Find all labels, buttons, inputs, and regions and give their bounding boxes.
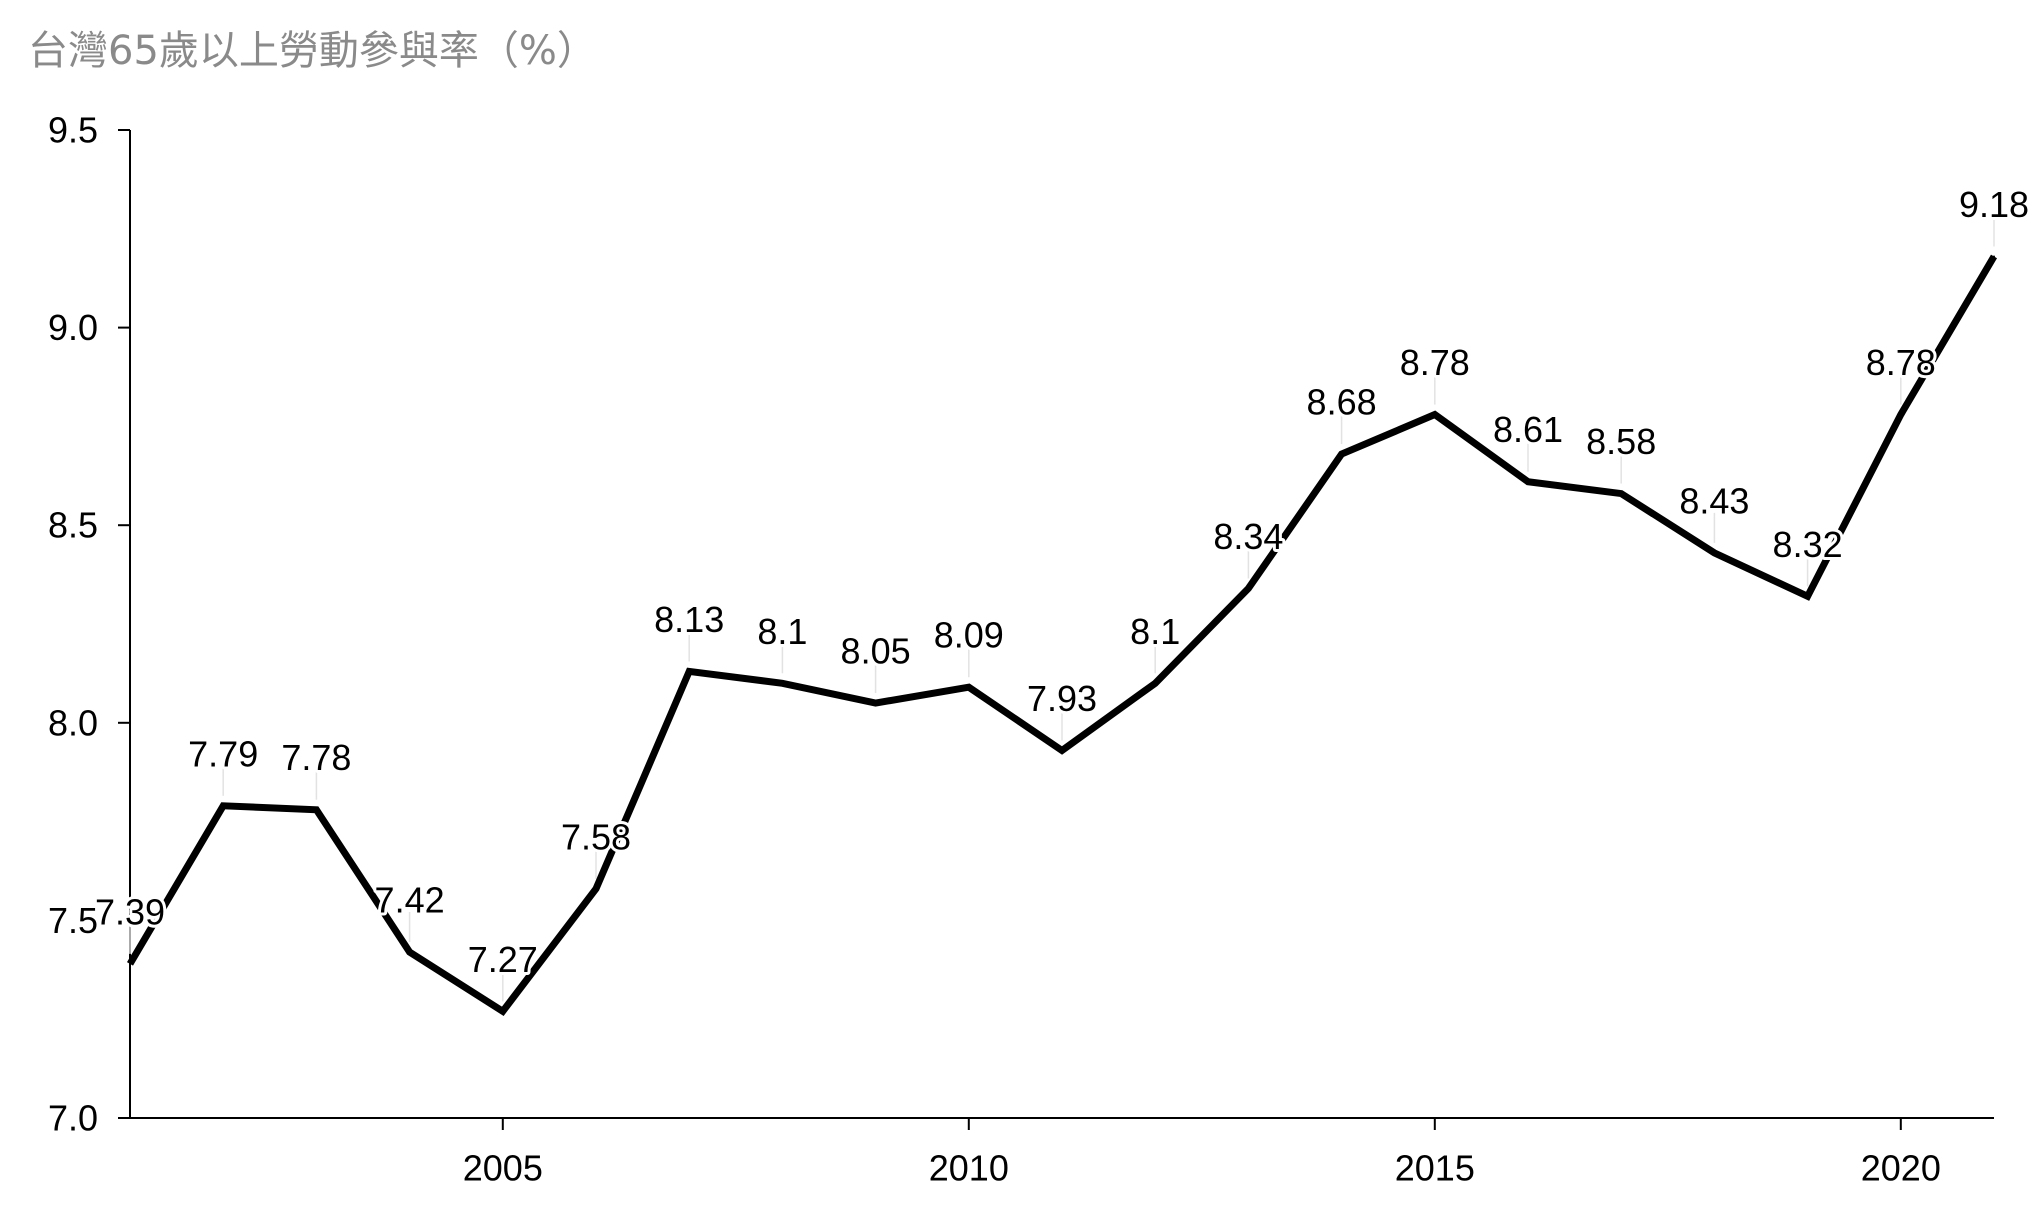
x-tick-label: 2005 — [463, 1148, 543, 1189]
data-point — [1527, 480, 1529, 483]
data-point — [1340, 453, 1343, 456]
series-layer — [126, 254, 1998, 1016]
data-label: 7.93 — [1027, 678, 1097, 719]
data-point — [1899, 413, 1902, 416]
data-point — [408, 951, 411, 954]
data-label: 8.09 — [934, 615, 1004, 656]
data-point — [1806, 595, 1809, 598]
data-labels: 7.39 7.79 7.78 7.42 7.27 7.58 8.13 8.1 8.05 8.09 7… — [92, 181, 2032, 983]
data-label: 7.42 — [375, 880, 445, 921]
y-tick-label: 9.0 — [48, 307, 98, 348]
data-point — [874, 702, 877, 705]
data-label: 7.39 — [95, 891, 165, 932]
data-label: 8.13 — [654, 599, 724, 640]
data-point — [1433, 413, 1436, 416]
data-label: 9.18 — [1959, 184, 2029, 225]
data-label: 8.78 — [1400, 342, 1470, 383]
y-tick-label: 7.5 — [48, 900, 98, 941]
y-tick-label: 8.0 — [48, 702, 98, 743]
data-label: 8.68 — [1307, 382, 1377, 423]
data-point — [781, 682, 784, 685]
data-point — [595, 887, 597, 890]
data-label: 7.27 — [468, 939, 538, 980]
chart-title: 台灣65歲以上勞動參與率（%） — [28, 28, 597, 74]
data-point — [688, 670, 691, 673]
data-label: 8.61 — [1493, 409, 1563, 450]
data-label: 7.58 — [561, 816, 631, 857]
data-point — [315, 808, 318, 811]
data-label: 7.78 — [281, 737, 351, 778]
data-point — [501, 1010, 504, 1013]
data-label: 8.05 — [841, 631, 911, 672]
data-point — [1620, 492, 1623, 495]
data-point — [129, 962, 131, 965]
x-tick-label: 2015 — [1395, 1148, 1475, 1189]
data-label-leaders — [129, 216, 1995, 1002]
data-label: 8.32 — [1773, 524, 1843, 565]
data-label: 8.58 — [1586, 421, 1656, 462]
data-label: 8.43 — [1679, 480, 1749, 521]
y-axis: 7.0 7.5 8.0 8.5 9.0 9.5 — [48, 110, 131, 1139]
data-label: 8.1 — [757, 611, 807, 652]
data-label: 7.79 — [188, 733, 258, 774]
x-axis: 2005 2010 2015 2020 — [130, 1117, 1994, 1189]
data-label: 8.1 — [1130, 611, 1180, 652]
data-point — [222, 804, 225, 807]
data-label: 8.78 — [1866, 342, 1936, 383]
y-tick-label: 7.0 — [48, 1098, 98, 1139]
data-point — [967, 686, 970, 689]
x-tick-label: 2020 — [1861, 1148, 1941, 1189]
y-tick-label: 8.5 — [48, 505, 98, 546]
data-point — [1993, 255, 1995, 258]
y-tick-label: 9.5 — [48, 110, 98, 151]
data-point — [1247, 587, 1250, 590]
data-label: 8.34 — [1213, 516, 1283, 557]
data-point — [1154, 682, 1157, 685]
data-point — [1061, 749, 1063, 752]
data-point — [1713, 551, 1716, 554]
x-tick-label: 2010 — [929, 1148, 1009, 1189]
